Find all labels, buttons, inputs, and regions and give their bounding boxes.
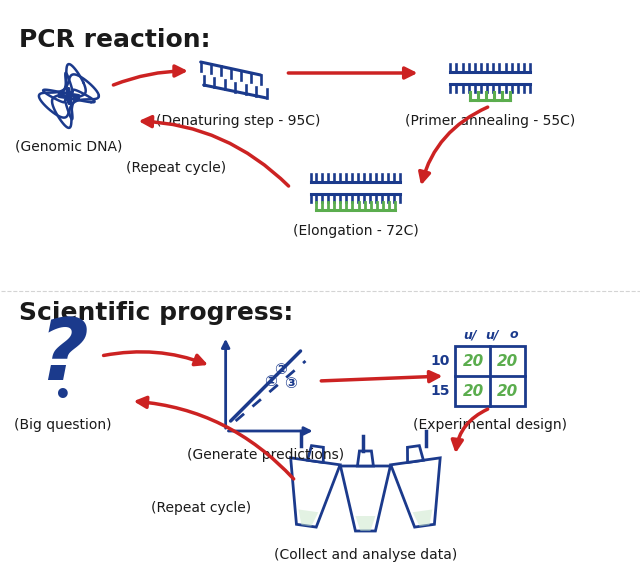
Polygon shape xyxy=(298,509,318,526)
Text: ③: ③ xyxy=(284,376,297,391)
Polygon shape xyxy=(357,451,373,466)
Polygon shape xyxy=(413,509,432,526)
Text: ②: ② xyxy=(274,362,287,377)
Text: (Generate predictions): (Generate predictions) xyxy=(187,448,344,462)
Text: ?: ? xyxy=(38,314,88,397)
Text: 20: 20 xyxy=(463,354,484,369)
Text: (Elongation - 72C): (Elongation - 72C) xyxy=(292,224,419,238)
FancyBboxPatch shape xyxy=(455,346,525,406)
Text: (Primer annealing - 55C): (Primer annealing - 55C) xyxy=(405,114,575,128)
Text: PCR reaction:: PCR reaction: xyxy=(19,28,211,52)
Text: 20: 20 xyxy=(497,354,518,369)
Text: 10: 10 xyxy=(431,354,451,368)
Polygon shape xyxy=(391,458,440,527)
Text: u/: u/ xyxy=(463,328,477,341)
Text: Scientific progress:: Scientific progress: xyxy=(19,301,293,325)
Text: (Collect and analyse data): (Collect and analyse data) xyxy=(274,548,457,562)
Text: (Genomic DNA): (Genomic DNA) xyxy=(15,139,123,153)
Text: (Repeat cycle): (Repeat cycle) xyxy=(125,161,226,175)
Text: 20: 20 xyxy=(463,384,484,399)
Text: 15: 15 xyxy=(431,384,451,398)
Text: (Experimental design): (Experimental design) xyxy=(413,418,567,432)
Polygon shape xyxy=(355,516,376,531)
Text: 20: 20 xyxy=(497,384,518,399)
Polygon shape xyxy=(307,446,323,463)
Text: (Denaturing step - 95C): (Denaturing step - 95C) xyxy=(156,114,321,128)
Polygon shape xyxy=(408,446,424,463)
Text: (Big question): (Big question) xyxy=(14,418,111,432)
Text: (Repeat cycle): (Repeat cycle) xyxy=(150,501,251,515)
Polygon shape xyxy=(291,458,340,527)
Text: •: • xyxy=(54,382,72,410)
Text: u/: u/ xyxy=(486,328,499,341)
Text: o: o xyxy=(510,328,518,341)
Polygon shape xyxy=(340,466,390,531)
Text: ①: ① xyxy=(264,373,277,388)
